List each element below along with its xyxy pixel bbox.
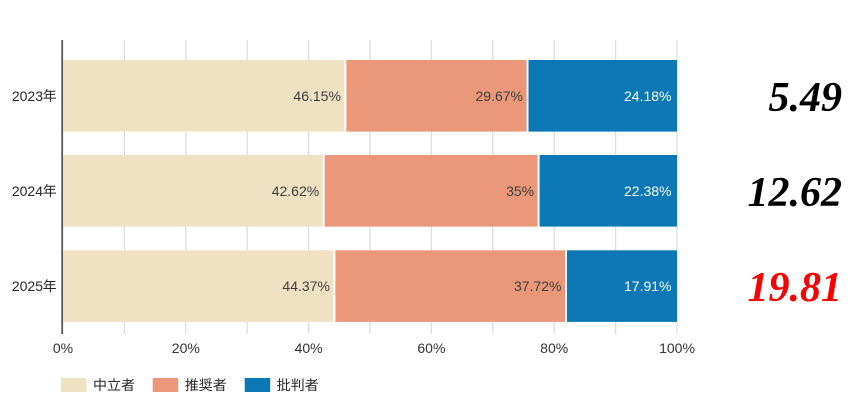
svg-text:24.18%: 24.18%: [624, 88, 671, 104]
svg-text:46.15%: 46.15%: [293, 88, 340, 104]
svg-text:12.62: 12.62: [748, 170, 843, 216]
svg-text:35%: 35%: [506, 183, 534, 199]
svg-text:80%: 80%: [540, 340, 568, 356]
svg-text:2024: 2024: [12, 183, 43, 199]
svg-text:42.62%: 42.62%: [272, 183, 319, 199]
svg-text:0%: 0%: [53, 340, 73, 356]
svg-text:44.37%: 44.37%: [282, 278, 329, 294]
svg-text:5.49: 5.49: [769, 75, 843, 121]
svg-text:17.91%: 17.91%: [624, 278, 671, 294]
svg-text:20%: 20%: [172, 340, 200, 356]
svg-text:37.72%: 37.72%: [514, 278, 561, 294]
svg-text:29.67%: 29.67%: [476, 88, 523, 104]
svg-text:22.38%: 22.38%: [624, 183, 671, 199]
svg-text:40%: 40%: [295, 340, 323, 356]
svg-text:60%: 60%: [417, 340, 445, 356]
svg-text:100%: 100%: [659, 340, 695, 356]
svg-text:2025: 2025: [12, 278, 43, 294]
svg-text:19.81: 19.81: [748, 265, 843, 311]
svg-text:2023: 2023: [12, 88, 43, 104]
